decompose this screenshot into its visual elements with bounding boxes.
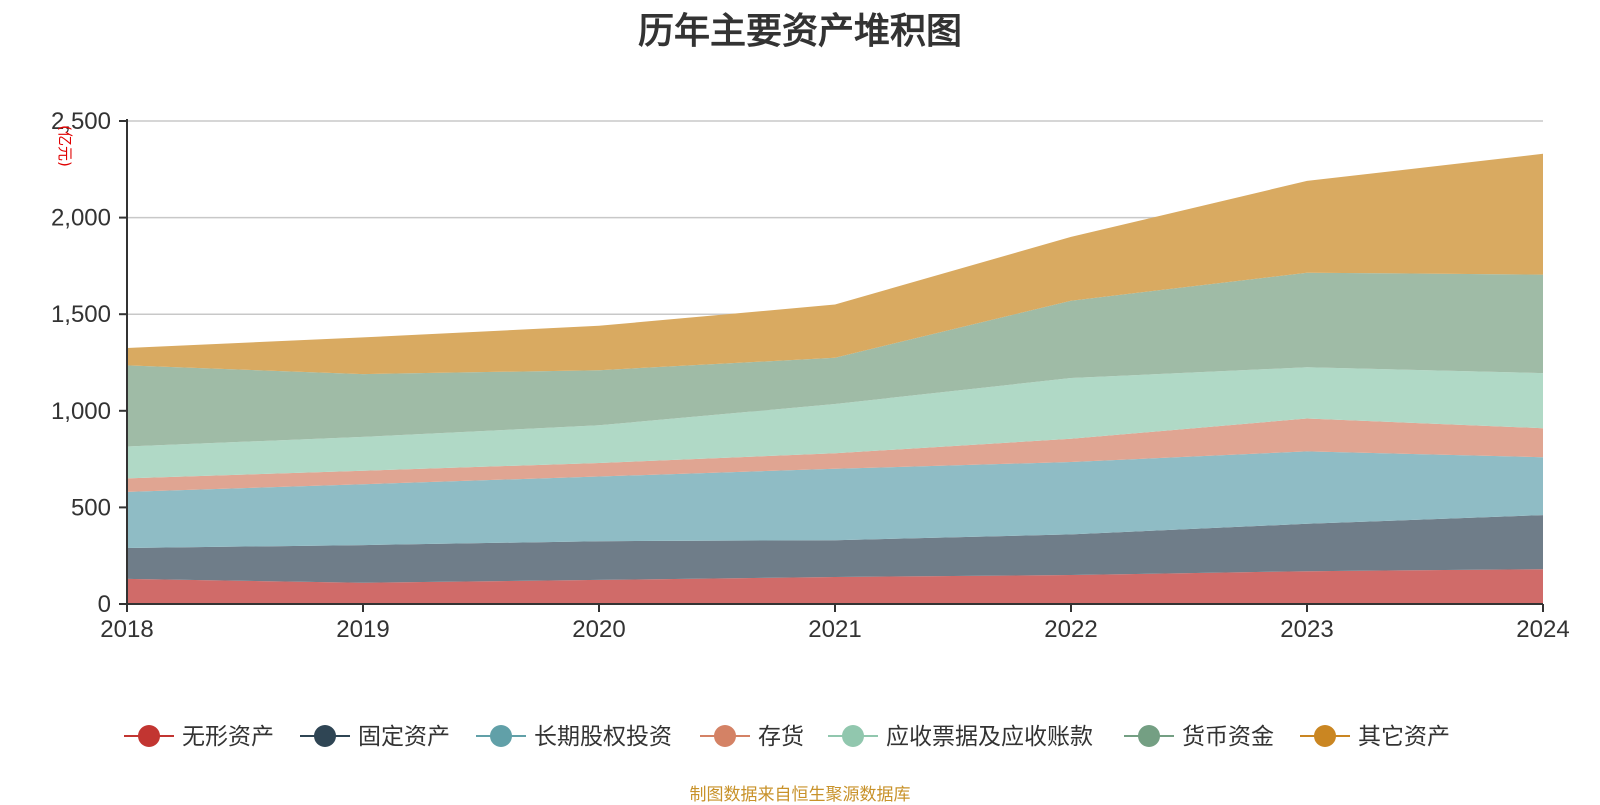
source-note: 制图数据来自恒生聚源数据库 (689, 785, 911, 805)
x-tick-label: 2018 (100, 616, 153, 643)
legend-label: 无形资产 (182, 724, 274, 750)
x-tick-label: 2019 (336, 616, 389, 643)
area-series-2 (127, 451, 1543, 548)
legend-item-2[interactable]: 长期股权投资 (476, 724, 672, 750)
x-tick-label: 2023 (1280, 616, 1333, 643)
axes: 0 500 1,000 1,500 2,000 2,500 2018 2019 2020 2021… (51, 108, 1570, 643)
y-tick-label: 2,000 (51, 205, 111, 232)
x-tick-label: 2024 (1516, 616, 1569, 643)
y-tick-label: 500 (71, 494, 111, 521)
legend-marker (714, 725, 736, 747)
chart-title: 历年主要资产堆积图 (637, 10, 962, 51)
legend-item-6[interactable]: 其它资产 (1300, 724, 1450, 750)
area-series-5 (127, 272, 1543, 447)
legend-label: 存货 (758, 724, 804, 750)
legend-label: 长期股权投资 (534, 724, 672, 750)
y-tick-label: 0 (98, 591, 111, 618)
legend-marker (842, 725, 864, 747)
area-series-group (127, 153, 1543, 604)
legend-item-3[interactable]: 存货 (700, 724, 804, 750)
y-tick-label: 1,500 (51, 301, 111, 328)
legend-item-0[interactable]: 无形资产 (124, 724, 274, 750)
area-series-4 (127, 367, 1543, 479)
legend-marker (490, 725, 512, 747)
legend-item-5[interactable]: 货币资金 (1124, 724, 1274, 750)
legend-item-1[interactable]: 固定资产 (300, 724, 450, 750)
legend[interactable]: 无形资产 固定资产 长期股权投资 存货 应收票据及应收账款 货币资金 其它资产 (124, 724, 1450, 750)
y-tick-label: 1,000 (51, 398, 111, 425)
legend-marker (138, 725, 160, 747)
x-tick-label: 2021 (808, 616, 861, 643)
legend-label: 其它资产 (1358, 724, 1450, 750)
legend-label: 应收票据及应收账款 (886, 724, 1093, 750)
legend-marker (314, 725, 336, 747)
legend-label: 货币资金 (1182, 724, 1274, 750)
legend-label: 固定资产 (358, 724, 450, 750)
y-unit-label: (亿元) (56, 125, 74, 167)
area-series-0 (127, 569, 1543, 604)
area-series-6 (127, 153, 1543, 375)
x-tick-label: 2020 (572, 616, 625, 643)
x-tick-label: 2022 (1044, 616, 1097, 643)
legend-marker (1138, 725, 1160, 747)
area-series-1 (127, 515, 1543, 583)
legend-item-4[interactable]: 应收票据及应收账款 (828, 724, 1093, 750)
area-series-3 (127, 418, 1543, 492)
y-tick-label: 2,500 (51, 108, 111, 135)
legend-marker (1314, 725, 1336, 747)
